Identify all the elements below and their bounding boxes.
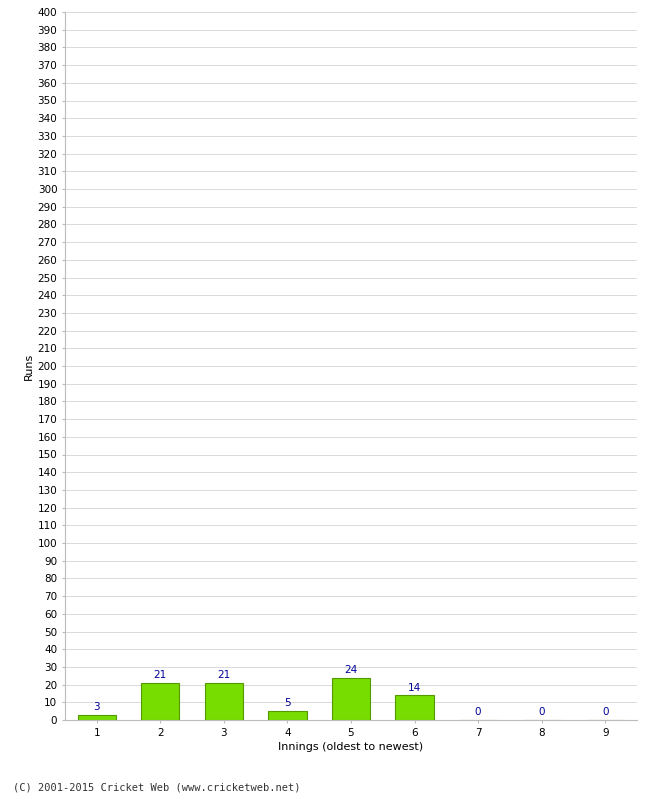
Text: 0: 0 <box>475 707 482 718</box>
Bar <box>205 683 243 720</box>
Text: 24: 24 <box>344 665 358 675</box>
Text: 0: 0 <box>602 707 608 718</box>
Bar <box>141 683 179 720</box>
Text: 3: 3 <box>94 702 100 712</box>
Text: 21: 21 <box>153 670 167 680</box>
Text: 0: 0 <box>538 707 545 718</box>
Text: 14: 14 <box>408 682 421 693</box>
Text: 21: 21 <box>217 670 231 680</box>
Text: (C) 2001-2015 Cricket Web (www.cricketweb.net): (C) 2001-2015 Cricket Web (www.cricketwe… <box>13 782 300 792</box>
Bar <box>395 695 434 720</box>
Text: 5: 5 <box>284 698 291 709</box>
Bar <box>332 678 370 720</box>
Y-axis label: Runs: Runs <box>23 352 33 380</box>
X-axis label: Innings (oldest to newest): Innings (oldest to newest) <box>278 742 424 752</box>
Bar <box>78 714 116 720</box>
Bar <box>268 711 307 720</box>
